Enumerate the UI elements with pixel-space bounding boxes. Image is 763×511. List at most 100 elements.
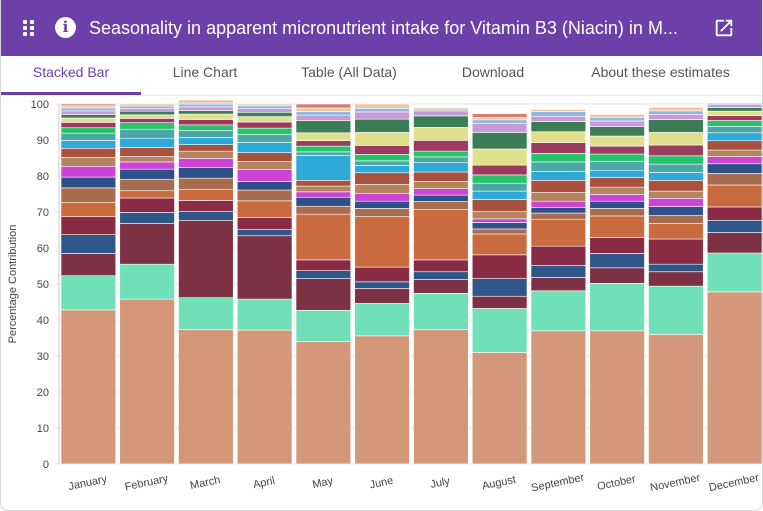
bar-segment[interactable] xyxy=(178,329,234,465)
bar-segment[interactable] xyxy=(706,156,762,165)
bar-segment[interactable] xyxy=(471,148,528,166)
bar-segment[interactable] xyxy=(530,200,587,208)
bar-segment[interactable] xyxy=(413,271,469,280)
bar-segment[interactable] xyxy=(60,165,117,178)
bar-segment[interactable] xyxy=(648,180,704,192)
bar-segment[interactable] xyxy=(471,119,528,124)
bar-segment[interactable] xyxy=(354,281,410,289)
bar-segment[interactable] xyxy=(119,118,175,124)
bar-segment[interactable] xyxy=(589,194,645,202)
bar-segment[interactable] xyxy=(413,107,469,110)
bar-segment[interactable] xyxy=(236,105,293,109)
bar-segment[interactable] xyxy=(354,108,410,113)
bar-segment[interactable] xyxy=(60,275,117,311)
bar-segment[interactable] xyxy=(648,263,704,273)
bar-segment[interactable] xyxy=(530,207,587,214)
bar-segment[interactable] xyxy=(295,341,352,465)
bar-segment[interactable] xyxy=(589,186,645,195)
bar-segment[interactable] xyxy=(60,110,117,115)
bar-segment[interactable] xyxy=(706,126,762,134)
bar-segment[interactable] xyxy=(706,120,762,127)
bar-segment[interactable] xyxy=(60,253,117,277)
bar-segment[interactable] xyxy=(178,189,234,201)
tab-table-all-data[interactable]: Table (All Data) xyxy=(301,64,397,80)
bar-segment[interactable] xyxy=(236,108,293,113)
bar-segment[interactable] xyxy=(706,206,762,221)
bar-segment[interactable] xyxy=(354,192,410,202)
bar-segment[interactable] xyxy=(60,103,117,107)
bar-segment[interactable] xyxy=(530,192,587,202)
bar-segment[interactable] xyxy=(354,335,410,465)
bar-segment[interactable] xyxy=(236,169,293,182)
bar-segment[interactable] xyxy=(354,216,410,268)
bar-segment[interactable] xyxy=(471,233,528,256)
bar-segment[interactable] xyxy=(648,334,704,465)
tab-stacked-bar[interactable]: Stacked Bar xyxy=(32,64,110,80)
bar-segment[interactable] xyxy=(471,295,528,309)
grid-icon[interactable] xyxy=(23,20,37,36)
bar-segment[interactable] xyxy=(178,124,234,131)
bar-segment[interactable] xyxy=(295,132,352,142)
bar-segment[interactable] xyxy=(236,189,293,202)
bar-segment[interactable] xyxy=(119,190,175,199)
bar-segment[interactable] xyxy=(178,219,234,298)
bar-segment[interactable] xyxy=(60,201,117,217)
bar-segment[interactable] xyxy=(178,106,234,111)
bar-segment[interactable] xyxy=(530,161,587,172)
bar-segment[interactable] xyxy=(119,197,175,213)
bar-segment[interactable] xyxy=(648,215,704,224)
bar-segment[interactable] xyxy=(471,308,528,353)
bar-segment[interactable] xyxy=(648,155,704,165)
bar-segment[interactable] xyxy=(413,140,469,152)
bar-segment[interactable] xyxy=(295,270,352,279)
bar-segment[interactable] xyxy=(178,137,234,145)
bar-segment[interactable] xyxy=(60,156,117,167)
bar-segment[interactable] xyxy=(295,191,352,198)
bar-segment[interactable] xyxy=(236,181,293,191)
bar-segment[interactable] xyxy=(295,155,352,181)
bar-segment[interactable] xyxy=(413,194,469,202)
bar-segment[interactable] xyxy=(295,120,352,134)
bar-segment[interactable] xyxy=(413,162,469,173)
bar-segment[interactable] xyxy=(706,115,762,121)
bar-segment[interactable] xyxy=(178,119,234,126)
bar-segment[interactable] xyxy=(60,234,117,254)
bar-segment[interactable] xyxy=(236,127,293,135)
bar-segment[interactable] xyxy=(354,132,410,146)
bar-segment[interactable] xyxy=(60,140,117,149)
bar-segment[interactable] xyxy=(60,114,117,119)
bar-segment[interactable] xyxy=(119,212,175,224)
bar-segment[interactable] xyxy=(236,217,293,230)
bar-segment[interactable] xyxy=(530,121,587,133)
bar-segment[interactable] xyxy=(413,127,469,141)
bar-segment[interactable] xyxy=(236,142,293,153)
bar-segment[interactable] xyxy=(354,154,410,162)
bar-segment[interactable] xyxy=(354,165,410,174)
bar-segment[interactable] xyxy=(706,107,762,112)
bar-segment[interactable] xyxy=(354,303,410,337)
bar-segment[interactable] xyxy=(178,158,234,168)
bar-segment[interactable] xyxy=(471,222,528,230)
bar-segment[interactable] xyxy=(295,140,352,147)
bar-segment[interactable] xyxy=(648,206,704,216)
bar-segment[interactable] xyxy=(119,168,175,180)
bar-segment[interactable] xyxy=(119,122,175,130)
bar-segment[interactable] xyxy=(648,172,704,181)
bar-segment[interactable] xyxy=(295,259,352,271)
bar-segment[interactable] xyxy=(589,215,645,238)
bar-segment[interactable] xyxy=(706,252,762,293)
bar-segment[interactable] xyxy=(413,293,469,330)
bar-segment[interactable] xyxy=(295,103,352,109)
bar-segment[interactable] xyxy=(648,119,704,133)
bar-segment[interactable] xyxy=(236,200,293,218)
bar-segment[interactable] xyxy=(236,235,293,300)
bar-segment[interactable] xyxy=(119,147,175,157)
bar-segment[interactable] xyxy=(706,184,762,208)
bar-segment[interactable] xyxy=(295,213,352,261)
bar-segment[interactable] xyxy=(119,128,175,139)
bar-segment[interactable] xyxy=(589,200,645,209)
bar-segment[interactable] xyxy=(530,180,587,193)
bar-segment[interactable] xyxy=(471,218,528,223)
bar-segment[interactable] xyxy=(530,264,587,278)
bar-segment[interactable] xyxy=(589,237,645,254)
